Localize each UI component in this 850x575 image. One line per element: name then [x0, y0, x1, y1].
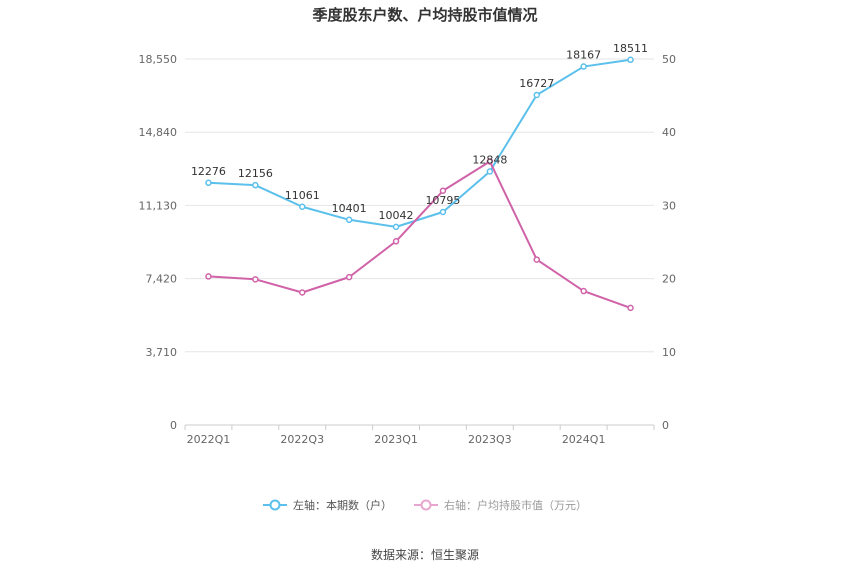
data-label: 12848 [472, 154, 507, 167]
x-tick-label: 2023Q1 [374, 433, 418, 446]
data-label: 10042 [379, 209, 414, 222]
y-left-tick-label: 0 [170, 419, 177, 432]
data-label: 10795 [425, 194, 460, 207]
data-label: 18167 [566, 49, 601, 62]
chart-title: 季度股东户数、户均持股市值情况 [312, 6, 538, 24]
series [205, 56, 634, 312]
data-point-right [486, 158, 494, 165]
y-left-tick-label: 14,840 [139, 126, 178, 139]
grid-lines [185, 58, 654, 353]
data-point-right [392, 238, 400, 245]
data-point-left [299, 203, 306, 211]
data-label: 16727 [519, 77, 554, 90]
data-point-left [439, 208, 447, 216]
data-point-right [580, 287, 587, 295]
data-point-right [345, 273, 353, 281]
data-point-left [392, 223, 400, 231]
data-point-left [486, 168, 494, 175]
data-labels: 12276 12156 11061 10401 10042 10795 12848 16727… [191, 42, 648, 222]
legend-marker-left-icon [263, 499, 287, 511]
data-point-left [252, 181, 259, 189]
series-line-right [208, 160, 631, 309]
data-point-left [580, 63, 587, 70]
legend-marker-right-icon [414, 499, 438, 511]
data-point-right [252, 276, 259, 283]
axes: 0 3,710 7,420 11,130 14,840 18,550 0 10 20 30 40 50… [139, 53, 677, 446]
x-tick-label: 2022Q1 [187, 433, 231, 446]
y-right-tick-label: 40 [662, 126, 676, 139]
y-left-tick-label: 18,550 [139, 53, 178, 66]
y-right-tick-label: 30 [662, 199, 676, 212]
data-point-left [627, 56, 634, 64]
data-point-right [533, 256, 540, 263]
data-label: 10401 [332, 202, 367, 215]
data-point-left [345, 216, 353, 224]
legend: 左轴：本期数（户） 右轴：户均持股市值（万元） [0, 497, 850, 513]
data-point-left [205, 179, 212, 187]
x-tick-label: 2024Q1 [562, 433, 606, 446]
y-left-tick-label: 7,420 [146, 273, 178, 286]
data-point-right [439, 187, 447, 195]
x-tick-label: 2023Q3 [468, 433, 512, 446]
legend-item-right-series[interactable]: 右轴：户均持股市值（万元） [414, 497, 587, 513]
legend-label-right: 右轴：户均持股市值（万元） [444, 499, 587, 512]
y-left-tick-label: 11,130 [139, 199, 178, 212]
data-point-right [627, 304, 634, 312]
data-label: 18511 [613, 42, 648, 55]
y-right-tick-label: 10 [662, 346, 676, 359]
data-label: 11061 [285, 189, 320, 202]
y-right-tick-label: 20 [662, 273, 676, 286]
series-line-left [208, 58, 631, 228]
x-tick-label: 2022Q3 [280, 433, 324, 446]
legend-label-left: 左轴：本期数（户） [293, 499, 392, 512]
data-point-right [299, 289, 306, 296]
y-right-tick-label: 0 [662, 419, 669, 432]
legend-item-left-series[interactable]: 左轴：本期数（户） [263, 497, 392, 513]
data-point-right [205, 273, 212, 280]
data-label: 12156 [238, 167, 273, 180]
data-point-left [533, 91, 540, 99]
data-label: 12276 [191, 165, 226, 178]
y-right-tick-label: 50 [662, 53, 676, 66]
source-note: 数据来源：恒生聚源 [370, 548, 479, 562]
y-left-tick-label: 3,710 [146, 346, 178, 359]
